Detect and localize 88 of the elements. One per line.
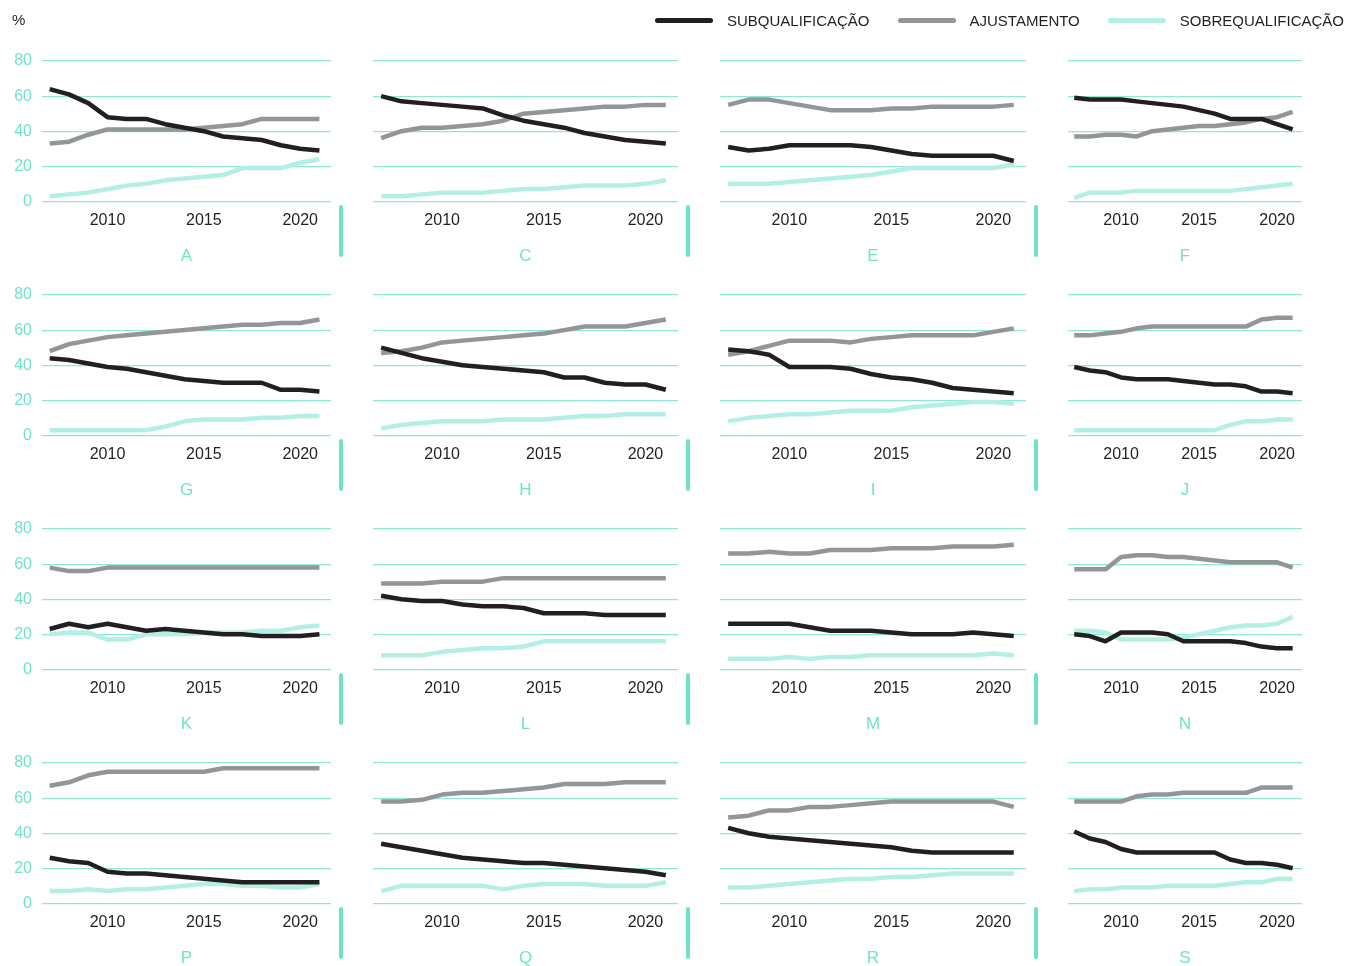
x-tick-label: 2020 xyxy=(627,445,664,463)
y-tick-label: 80 xyxy=(14,753,33,771)
x-axis-title: J xyxy=(1180,480,1190,500)
x-axis-title: K xyxy=(180,714,193,734)
y-tick-label: 60 xyxy=(14,86,33,104)
x-tick-label: 2010 xyxy=(1103,445,1139,463)
x-axis-title: F xyxy=(1179,246,1191,266)
y-tick-label: 0 xyxy=(23,425,33,443)
y-tick-label: 60 xyxy=(14,320,33,338)
x-tick-label: 2015 xyxy=(1181,445,1217,463)
x-tick-label: 2010 xyxy=(424,913,461,931)
y-tick-label: 80 xyxy=(14,519,33,537)
x-tick-label: 2010 xyxy=(424,679,461,697)
x-axis-title: R xyxy=(866,948,880,966)
x-axis-title: I xyxy=(870,480,876,500)
x-tick-label: 2010 xyxy=(89,445,126,463)
x-axis-title: C xyxy=(519,246,532,266)
y-tick-label: 0 xyxy=(23,893,33,911)
x-tick-label: 2010 xyxy=(771,211,808,229)
x-tick-label: 2020 xyxy=(627,913,664,931)
x-axis-title: A xyxy=(180,246,193,266)
x-tick-label: 2015 xyxy=(873,445,910,463)
x-tick-label: 2020 xyxy=(1259,679,1295,697)
x-tick-label: 2015 xyxy=(1181,679,1217,697)
x-tick-label: 2010 xyxy=(89,679,126,697)
y-tick-label: 60 xyxy=(14,554,33,572)
y-tick-label: 0 xyxy=(23,659,33,677)
legend-label: AJUSTAMENTO xyxy=(969,12,1080,29)
x-tick-label: 2010 xyxy=(424,211,461,229)
x-tick-label: 2020 xyxy=(1259,913,1295,931)
x-tick-label: 2010 xyxy=(771,913,808,931)
x-tick-label: 2020 xyxy=(282,913,319,931)
y-axis-title: % xyxy=(12,11,26,29)
x-tick-label: 2010 xyxy=(771,445,808,463)
x-tick-label: 2020 xyxy=(975,679,1012,697)
x-tick-label: 2015 xyxy=(526,211,562,229)
x-tick-label: 2015 xyxy=(186,913,222,931)
x-tick-label: 2015 xyxy=(526,445,562,463)
y-tick-label: 40 xyxy=(14,589,33,607)
x-tick-label: 2010 xyxy=(1103,913,1139,931)
x-axis-title: N xyxy=(1178,714,1192,734)
y-tick-label: 60 xyxy=(14,788,33,806)
x-tick-label: 2010 xyxy=(771,679,808,697)
x-tick-label: 2020 xyxy=(627,211,664,229)
x-tick-label: 2015 xyxy=(1181,211,1217,229)
x-tick-label: 2010 xyxy=(89,211,126,229)
x-tick-label: 2020 xyxy=(627,679,664,697)
x-tick-label: 2015 xyxy=(526,913,562,931)
x-axis-title: E xyxy=(867,246,879,266)
x-axis-title: P xyxy=(180,948,193,966)
y-tick-label: 40 xyxy=(14,355,33,373)
x-tick-label: 2015 xyxy=(873,913,910,931)
x-tick-label: 2020 xyxy=(1259,211,1295,229)
x-tick-label: 2015 xyxy=(526,679,562,697)
y-tick-label: 40 xyxy=(14,121,33,139)
x-tick-label: 2015 xyxy=(873,679,910,697)
x-tick-label: 2010 xyxy=(89,913,126,931)
x-axis-title: M xyxy=(865,714,881,734)
x-tick-label: 2020 xyxy=(282,679,319,697)
x-tick-label: 2015 xyxy=(186,679,222,697)
x-tick-label: 2020 xyxy=(282,211,319,229)
x-tick-label: 2015 xyxy=(1181,913,1217,931)
x-axis-title: Q xyxy=(518,948,533,966)
x-tick-label: 2020 xyxy=(282,445,319,463)
x-tick-label: 2020 xyxy=(975,211,1012,229)
y-tick-label: 20 xyxy=(14,390,33,408)
x-tick-label: 2015 xyxy=(873,211,910,229)
x-axis-title: H xyxy=(519,480,532,500)
y-tick-label: 20 xyxy=(14,624,33,642)
y-tick-label: 20 xyxy=(14,858,33,876)
legend-label: SUBQUALIFICAÇÃO xyxy=(726,12,870,29)
x-tick-label: 2020 xyxy=(1259,445,1295,463)
y-tick-label: 40 xyxy=(14,823,33,841)
y-tick-label: 20 xyxy=(14,156,33,174)
x-tick-label: 2010 xyxy=(1103,211,1139,229)
x-tick-label: 2020 xyxy=(975,913,1012,931)
x-tick-label: 2010 xyxy=(1103,679,1139,697)
x-tick-label: 2015 xyxy=(186,211,222,229)
x-axis-title: G xyxy=(179,480,194,500)
x-tick-label: 2010 xyxy=(424,445,461,463)
x-tick-label: 2015 xyxy=(186,445,222,463)
x-tick-label: 2020 xyxy=(975,445,1012,463)
y-tick-label: 80 xyxy=(14,285,33,303)
y-tick-label: 0 xyxy=(23,191,33,209)
legend-label: SOBREQUALIFICAÇÃO xyxy=(1179,12,1344,29)
y-tick-label: 80 xyxy=(14,51,33,69)
x-axis-title: L xyxy=(520,714,531,734)
x-axis-title: S xyxy=(1179,948,1191,966)
